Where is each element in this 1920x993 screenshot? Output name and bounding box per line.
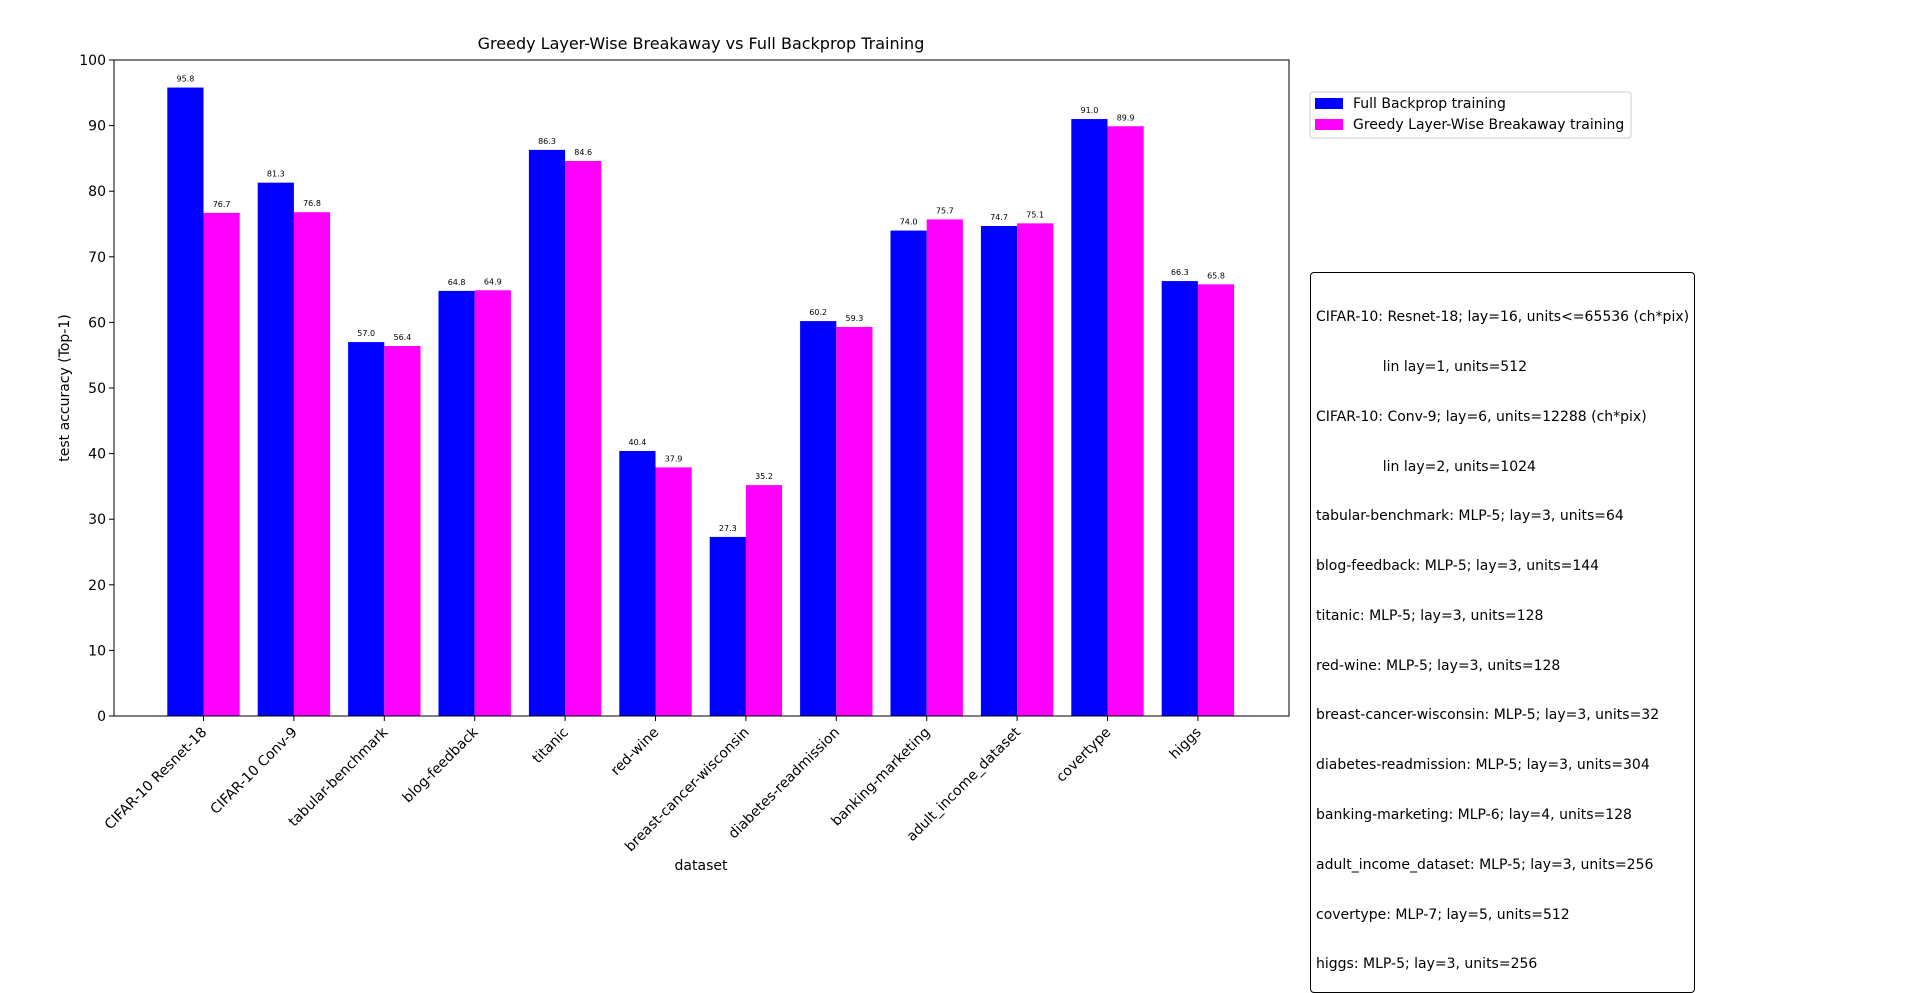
bar-full-backprop [167,87,204,716]
bar-greedy-breakaway [836,326,873,716]
bar-value-label: 64.8 [448,278,466,287]
y-tick-label: 70 [88,250,106,266]
legend-label-greedy-breakaway: Greedy Layer-Wise Breakaway training [1353,117,1624,133]
bar-value-label: 84.6 [574,148,592,157]
bar-value-label: 64.9 [484,277,502,286]
info-line: covertype: MLP-7; lay=5, units=512 [1316,906,1570,923]
info-line: titanic: MLP-5; lay=3, units=128 [1316,607,1544,624]
info-line: blog-feedback: MLP-5; lay=3, units=144 [1316,558,1600,575]
x-tick-label: covertype [1053,725,1114,786]
bar-value-label: 35.2 [755,472,773,481]
x-tick-label: tabular-benchmark [286,724,392,830]
x-tick-label: CIFAR-10 Conv-9 [208,725,301,818]
bar-full-backprop [890,230,927,716]
bar-value-label: 95.8 [176,75,194,84]
bar-value-label: 81.3 [267,170,285,179]
bar-value-label: 40.4 [628,438,646,447]
bar-full-backprop [528,149,566,716]
bar-value-label: 75.7 [936,206,954,215]
legend-frame [1309,91,1632,139]
bar-greedy-breakaway [655,467,692,716]
bar-greedy-breakaway [384,346,421,716]
info-line: adult_income_dataset: MLP-5; lay=3, unit… [1316,856,1654,873]
info-line: higgs: MLP-5; lay=3, units=256 [1316,956,1538,973]
chart-title: Greedy Layer-Wise Breakaway vs Full Back… [478,34,925,53]
bar-greedy-breakaway [926,219,963,716]
bar-value-label: 37.9 [665,454,683,463]
legend: Full Backprop training Greedy Layer-Wise… [1309,91,1632,139]
y-tick-label: 10 [88,643,106,659]
bar-value-label: 56.4 [393,333,411,342]
y-tick-label: 50 [88,381,106,397]
bar-value-label: 74.7 [990,213,1008,222]
bar-value-label: 86.3 [538,137,556,146]
bar-chart: Greedy Layer-Wise Breakaway vs Full Back… [57,34,1632,874]
y-tick-label: 90 [88,119,106,135]
y-axis: 0 10 20 30 40 50 60 70 80 90 100 [79,53,114,725]
y-axis-label: test accuracy (Top-1) [57,314,73,461]
x-axis-label: dataset [675,858,728,874]
y-tick-label: 30 [88,512,106,528]
bar-full-backprop [1161,281,1198,716]
bar-greedy-breakaway [745,485,783,716]
bar-value-label: 27.3 [719,524,737,533]
info-line: lin lay=2, units=1024 [1316,458,1536,475]
bar-greedy-breakaway [1197,284,1235,716]
x-tick-label: higgs [1167,725,1205,763]
bar-value-label: 59.3 [845,314,863,323]
x-tick-label: banking-marketing [829,725,934,830]
bar-full-backprop [709,536,746,716]
model-config-info-box: CIFAR-10: Resnet-18; lay=16, units<=6553… [1310,272,1696,993]
bar-greedy-breakaway [1107,126,1144,717]
bar-full-backprop [1071,119,1108,717]
y-tick-label: 0 [97,709,106,725]
info-line: red-wine: MLP-5; lay=3, units=128 [1316,657,1561,674]
info-line: breast-cancer-wisconsin: MLP-5; lay=3, u… [1316,707,1660,724]
info-line: tabular-benchmark: MLP-5; lay=3, units=6… [1316,508,1624,525]
bar-value-label: 76.8 [303,199,321,208]
y-tick-label: 100 [79,53,106,69]
x-tick-label: blog-feedback [400,724,482,806]
bar-value-label: 76.7 [213,200,231,209]
info-line: CIFAR-10: Conv-9; lay=6, units=12288 (ch… [1316,408,1647,425]
bar-value-label: 66.3 [1171,268,1189,277]
y-tick-label: 40 [88,447,106,463]
y-tick-label: 20 [88,578,106,594]
legend-label-full-backprop: Full Backprop training [1353,96,1506,112]
bar-greedy-breakaway [1017,223,1054,716]
info-line: CIFAR-10: Resnet-18; lay=16, units<=6553… [1316,309,1690,326]
bar-greedy-breakaway [474,290,511,716]
bar-value-label: 89.9 [1117,113,1135,122]
bar-full-backprop [800,321,837,716]
y-tick-label: 60 [88,315,106,331]
bar-greedy-breakaway [203,212,240,716]
bar-full-backprop [257,182,294,716]
bar-value-label: 57.0 [357,329,375,338]
legend-swatch-greedy-breakaway [1315,119,1343,130]
bar-full-backprop [438,290,475,716]
info-line: lin lay=1, units=512 [1316,358,1528,375]
bar-greedy-breakaway [293,212,331,716]
bar-value-label: 65.8 [1207,271,1225,280]
bar-value-labels: 95.8 81.3 57.0 64.8 86.3 40.4 27.3 60.2 74.0 74.7… [176,75,1224,533]
x-tick-label: CIFAR-10 Resnet-18 [102,725,211,834]
bar-value-label: 91.0 [1080,106,1098,115]
info-line: banking-marketing: MLP-6; lay=4, units=1… [1316,807,1632,823]
bars-group [167,87,1235,717]
info-line: diabetes-readmission: MLP-5; lay=3, unit… [1316,757,1650,774]
bar-full-backprop [619,450,656,716]
legend-swatch-full-backprop [1315,98,1343,109]
bar-greedy-breakaway [565,161,602,717]
bar-full-backprop [348,342,385,716]
x-tick-label: titanic [530,725,572,767]
bar-value-label: 74.0 [900,218,918,227]
y-tick-label: 80 [88,184,106,200]
bar-full-backprop [980,225,1018,716]
bar-value-label: 75.1 [1026,210,1044,219]
x-tick-label: red-wine [608,725,662,779]
bar-value-label: 60.2 [809,308,827,317]
plot-frame [113,59,1290,717]
